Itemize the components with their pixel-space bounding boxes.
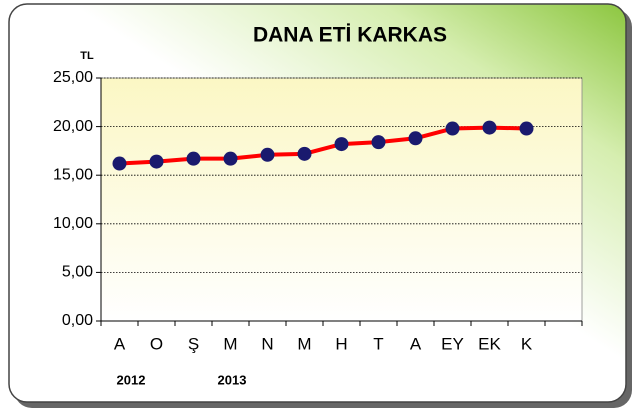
data-marker [149, 154, 164, 169]
year-label: 2013 [218, 372, 247, 387]
x-tick-label: Ş [188, 334, 199, 353]
data-marker [519, 121, 534, 136]
x-tick-label: EY [441, 334, 464, 353]
year-label: 2012 [117, 372, 146, 387]
x-tick-label: M [297, 334, 311, 353]
data-marker [408, 131, 423, 146]
plot-area [100, 77, 583, 322]
data-marker [223, 151, 238, 166]
x-tick-label: M [223, 334, 237, 353]
x-tick-label: K [521, 334, 533, 353]
x-tick-label: H [335, 334, 347, 353]
x-tick-label: T [373, 334, 383, 353]
x-tick-label: A [410, 334, 422, 353]
x-tick-label: EK [478, 334, 501, 353]
y-tick-label: 0,00 [62, 312, 93, 329]
x-tick-label: A [114, 334, 126, 353]
y-axis-label: TL [80, 50, 94, 62]
data-marker [112, 156, 127, 171]
y-tick-label: 10,00 [53, 215, 93, 232]
y-tick-label: 15,00 [53, 166, 93, 183]
data-marker [297, 146, 312, 161]
x-tick-label: O [150, 334, 163, 353]
data-marker [445, 121, 460, 136]
data-marker [260, 147, 275, 162]
y-tick-label: 5,00 [62, 264, 93, 281]
y-tick-label: 25,00 [53, 69, 93, 86]
data-marker [482, 120, 497, 135]
chart-title: DANA ETİ KARKAS [253, 24, 447, 47]
y-tick-label: 20,00 [53, 118, 93, 135]
data-marker [371, 135, 386, 150]
data-marker [334, 137, 349, 152]
data-marker [186, 151, 201, 166]
x-tick-label: N [261, 334, 273, 353]
